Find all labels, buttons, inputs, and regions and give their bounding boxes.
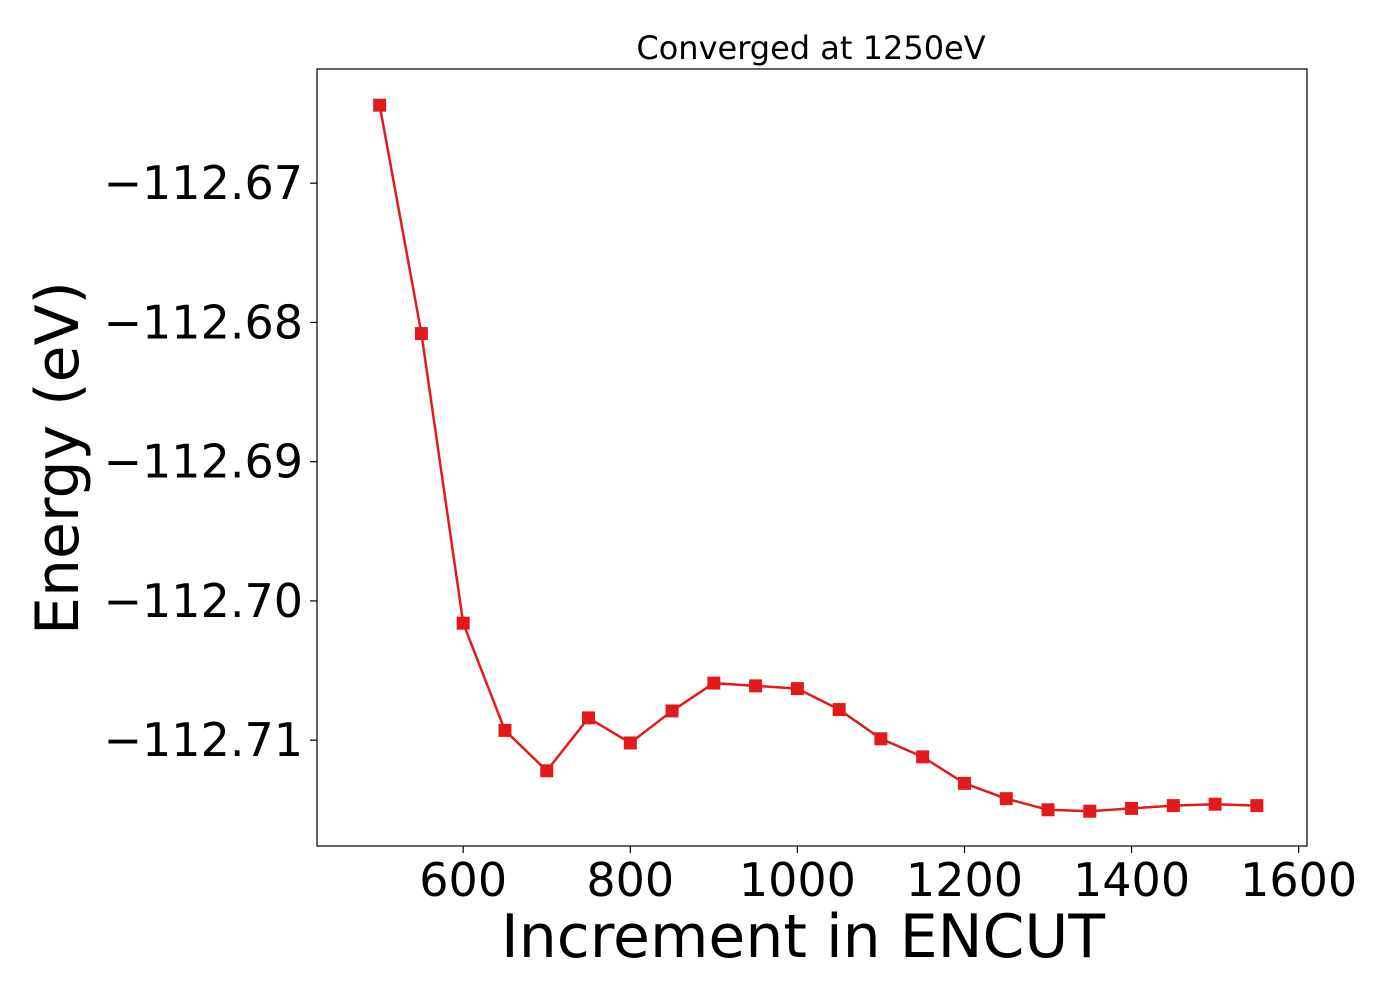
series-layer [373, 98, 1264, 818]
x-tick-label: 1400 [1073, 853, 1190, 907]
data-point-marker [1041, 803, 1055, 817]
x-axis-label: Increment in ENCUT [501, 902, 1105, 972]
data-point-marker [1208, 797, 1222, 811]
y-axis-ticks: −112.67 −112.68 −112.69 −112.70 −112.71 [104, 156, 317, 767]
y-tick-label: −112.67 [104, 156, 304, 210]
data-point-marker [790, 682, 804, 696]
data-point-marker [1166, 799, 1180, 813]
data-point-marker [498, 723, 512, 737]
plot-area: 600 800 1000 1200 1400 1600 −112.67−112.68−11… [104, 68, 1357, 907]
data-point-marker [1083, 804, 1097, 818]
chart-title: Converged at 1250eV [636, 29, 985, 67]
data-point-marker [749, 679, 763, 693]
series-line [378, 104, 1257, 813]
data-point-marker [665, 704, 679, 718]
x-tick-label: 1600 [1240, 853, 1357, 907]
y-tick-label: −112.71 [104, 713, 304, 767]
data-point-marker [1250, 799, 1264, 813]
x-tick-label: 1200 [906, 853, 1023, 907]
data-point-marker [582, 711, 596, 725]
data-point-marker [916, 750, 930, 764]
data-point-marker [874, 732, 888, 746]
data-point-marker [456, 616, 470, 630]
data-point-marker [414, 327, 428, 341]
data-point-marker [373, 98, 387, 112]
x-axis-ticks: 600 800 1000 1200 1400 1600 [419, 846, 1357, 907]
x-tick-label: 800 [586, 853, 674, 907]
y-tick-label: −112.68 [104, 295, 304, 349]
x-tick-label: 1000 [739, 853, 856, 907]
y-tick-label: −112.69 [104, 435, 304, 489]
plot-frame [316, 68, 1308, 847]
data-point-marker [707, 676, 721, 690]
data-point-marker [1125, 801, 1139, 815]
data-point-marker [540, 764, 554, 778]
data-point-marker [623, 736, 637, 750]
y-axis-label: Energy (eV) [23, 281, 93, 635]
data-point-marker [957, 776, 971, 790]
y-tick-label: −112.70 [104, 574, 304, 628]
x-tick-label: 600 [419, 853, 507, 907]
data-point-marker [999, 792, 1013, 806]
data-point-marker [832, 703, 846, 717]
